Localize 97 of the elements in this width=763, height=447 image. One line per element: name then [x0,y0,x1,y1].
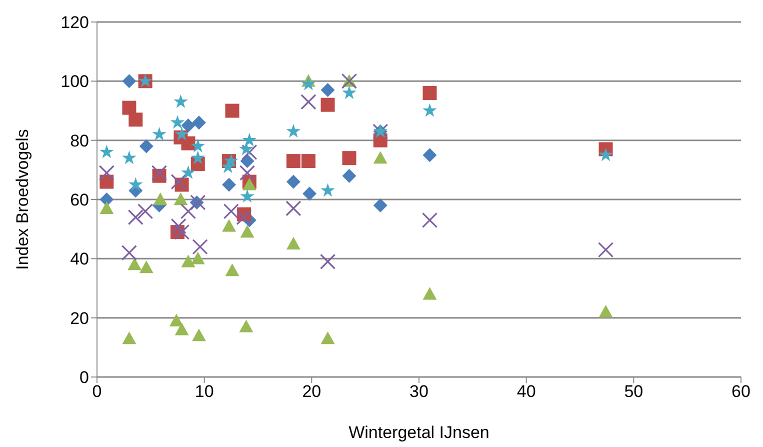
point [301,154,316,168]
point [598,304,613,318]
point [373,151,388,164]
point [239,320,254,332]
point [598,148,613,162]
point [242,144,258,160]
point [240,188,254,203]
point [598,242,614,258]
point [122,100,136,115]
point [181,136,196,150]
point [174,224,190,240]
point [192,328,206,342]
point [100,201,114,214]
point [222,219,236,232]
point [190,138,206,152]
point [174,126,189,141]
point [122,74,136,88]
point [422,86,437,100]
point [302,186,317,201]
point [153,192,168,206]
point [242,132,257,146]
x-tick-label: 30 [410,382,428,402]
point [170,174,186,190]
point [152,126,166,141]
point [225,104,240,118]
x-tick-label: 40 [516,382,536,402]
point [342,168,356,183]
point [320,98,335,112]
point [180,204,196,220]
point [122,332,136,344]
point [151,165,168,181]
point [422,287,437,300]
x-tick-label: 0 [92,382,102,402]
point [128,177,143,191]
x-axis-title: Wintergetal IJnsen [348,423,490,442]
point [422,103,437,117]
point [373,198,388,212]
point [121,244,137,261]
point [286,174,300,189]
point [181,118,196,133]
x-tick-label: 60 [732,382,750,402]
point [239,165,256,181]
point [239,142,254,156]
point [422,212,438,228]
y-tick-label: 0 [80,368,89,388]
x-tick-label: 20 [302,382,322,402]
point [342,151,356,166]
x-tick-label: 50 [624,382,644,402]
point [122,150,136,164]
point [174,322,189,336]
y-tick-label: 40 [70,250,89,269]
point [192,116,206,130]
point [100,192,114,206]
point [99,144,114,158]
point [222,178,236,192]
point [320,332,335,344]
point [139,260,154,274]
y-tick-label: 60 [70,190,89,210]
point [174,94,188,108]
point [170,218,186,234]
point [190,252,205,264]
point [240,225,254,238]
point [169,314,184,326]
point [236,209,252,226]
point [181,165,196,179]
point [181,254,196,268]
point [174,192,188,206]
point [286,124,301,138]
y-tick-label: 80 [70,131,89,150]
y-axis-title: Index Broedvogels [13,129,32,270]
point [138,204,154,220]
y-tick-label: 120 [60,13,89,32]
y-tick-label: 20 [70,308,89,328]
point [128,258,142,270]
point [240,154,254,168]
point [286,154,300,168]
point [320,83,335,98]
y-tick-label: 100 [60,72,89,92]
point [225,264,240,276]
point [192,239,208,255]
point [170,115,185,129]
point [301,76,316,90]
point [342,85,356,100]
point [128,112,143,127]
point [422,148,437,162]
point [320,254,336,270]
point [128,209,144,226]
point [300,94,316,110]
point [98,165,114,181]
point [286,236,300,250]
point [223,204,239,220]
point [190,150,206,164]
x-tick-label: 10 [194,382,214,402]
point [320,183,335,197]
point [139,139,154,154]
point [242,178,256,190]
point [286,200,302,216]
